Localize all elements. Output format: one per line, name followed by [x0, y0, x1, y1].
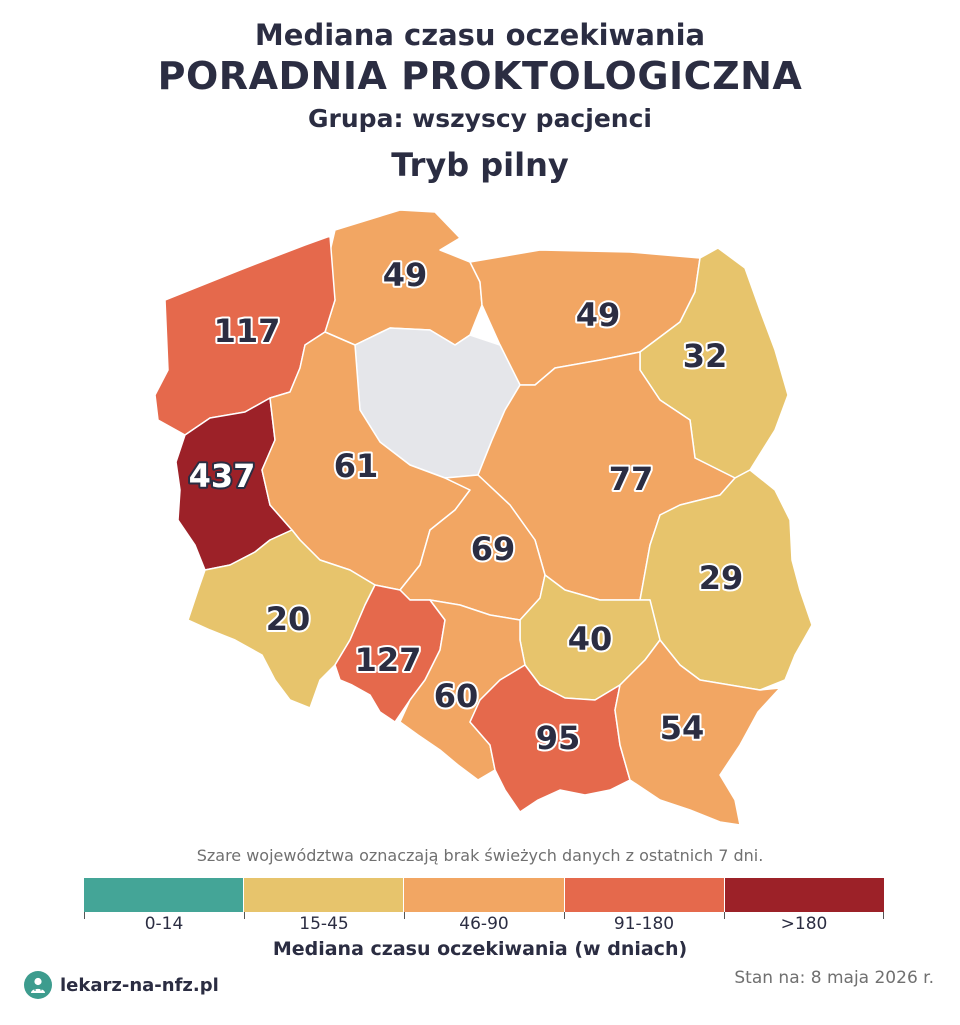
legend-swatch-15-45 — [244, 878, 405, 912]
region-value-wielkopolskie: 61 — [334, 447, 379, 485]
legend-label-0-14: 0-14 — [144, 914, 184, 934]
doctor-icon — [24, 971, 52, 999]
poland-map: 49 49 117 32 437 61 77 69 29 20 127 40 60 95 54 — [154, 209, 813, 826]
region-value-dolnoslaskie: 20 — [266, 600, 311, 638]
data-date: Stan na: 8 maja 2026 r. — [734, 968, 934, 988]
region-value-lubelskie: 29 — [699, 559, 744, 597]
legend-title: Mediana czasu oczekiwania (w dniach) — [272, 938, 688, 960]
region-value-warminsko-mazurskie: 49 — [576, 296, 621, 334]
region-value-swietokrzyskie: 40 — [568, 620, 613, 658]
legend-tick — [404, 912, 405, 919]
region-value-lodzkie: 69 — [471, 530, 516, 568]
no-data-note: Szare województwa oznaczają brak świeżyc… — [196, 846, 764, 865]
legend-swatch-over-180 — [724, 878, 885, 912]
legend-swatch-91-180 — [564, 878, 725, 912]
legend-tick — [244, 912, 245, 919]
region-value-mazowieckie: 77 — [609, 460, 654, 498]
legend-color-bar — [84, 878, 885, 912]
region-value-opolskie: 127 — [355, 641, 422, 679]
region-value-slaskie: 60 — [434, 677, 479, 715]
brand[interactable]: lekarz-na-nfz.pl — [24, 971, 219, 999]
region-opolskie[interactable] — [334, 584, 446, 723]
region-value-podkarpackie: 54 — [660, 709, 705, 747]
title-mode: Tryb pilny — [391, 146, 569, 184]
legend-tick — [883, 912, 884, 919]
region-value-malopolskie: 95 — [536, 719, 581, 757]
legend-swatch-46-90 — [404, 878, 565, 912]
region-podkarpackie[interactable] — [614, 639, 781, 826]
region-value-podlaskie: 32 — [683, 337, 728, 375]
legend-tick — [724, 912, 725, 919]
title-line-1: Mediana czasu oczekiwania — [254, 18, 706, 52]
region-malopolskie[interactable] — [469, 664, 631, 813]
legend-swatch-0-14 — [84, 878, 245, 912]
legend-tick — [564, 912, 565, 919]
brand-name: lekarz-na-nfz.pl — [60, 974, 219, 996]
legend-label-over-180: >180 — [780, 914, 828, 934]
title-group: Grupa: wszyscy pacjenci — [308, 104, 652, 133]
title-clinic: PORADNIA PROKTOLOGICZNA — [157, 54, 803, 98]
legend-label-46-90: 46-90 — [459, 914, 509, 934]
legend-tick — [84, 912, 85, 919]
region-value-pomorskie: 49 — [383, 256, 428, 294]
region-value-zachodniopomorskie: 117 — [214, 312, 281, 350]
legend-label-15-45: 15-45 — [299, 914, 349, 934]
legend-label-91-180: 91-180 — [613, 914, 675, 934]
legend-ticks — [84, 912, 884, 920]
region-value-lubuskie: 437 — [189, 457, 256, 495]
